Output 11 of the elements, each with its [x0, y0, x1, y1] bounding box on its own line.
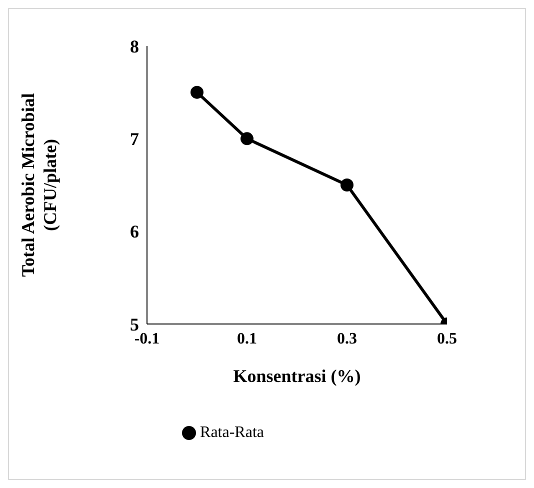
y-tick-label: 8	[130, 36, 139, 56]
x-axis-title: Konsentrasi (%)	[233, 366, 361, 386]
x-tick-label: 0.1	[237, 330, 257, 348]
y-tick-label: 6	[130, 222, 139, 242]
y-axis-title: Total Aerobic Microbial (CFU/plate)	[18, 93, 60, 277]
legend-label: Rata-Rata	[200, 424, 264, 441]
point	[190, 86, 204, 99]
point	[240, 132, 254, 146]
x-tick-label: 0.5	[437, 330, 457, 348]
x-tick-label: 0.3	[337, 330, 357, 348]
y-tick-label: 7	[130, 129, 139, 150]
